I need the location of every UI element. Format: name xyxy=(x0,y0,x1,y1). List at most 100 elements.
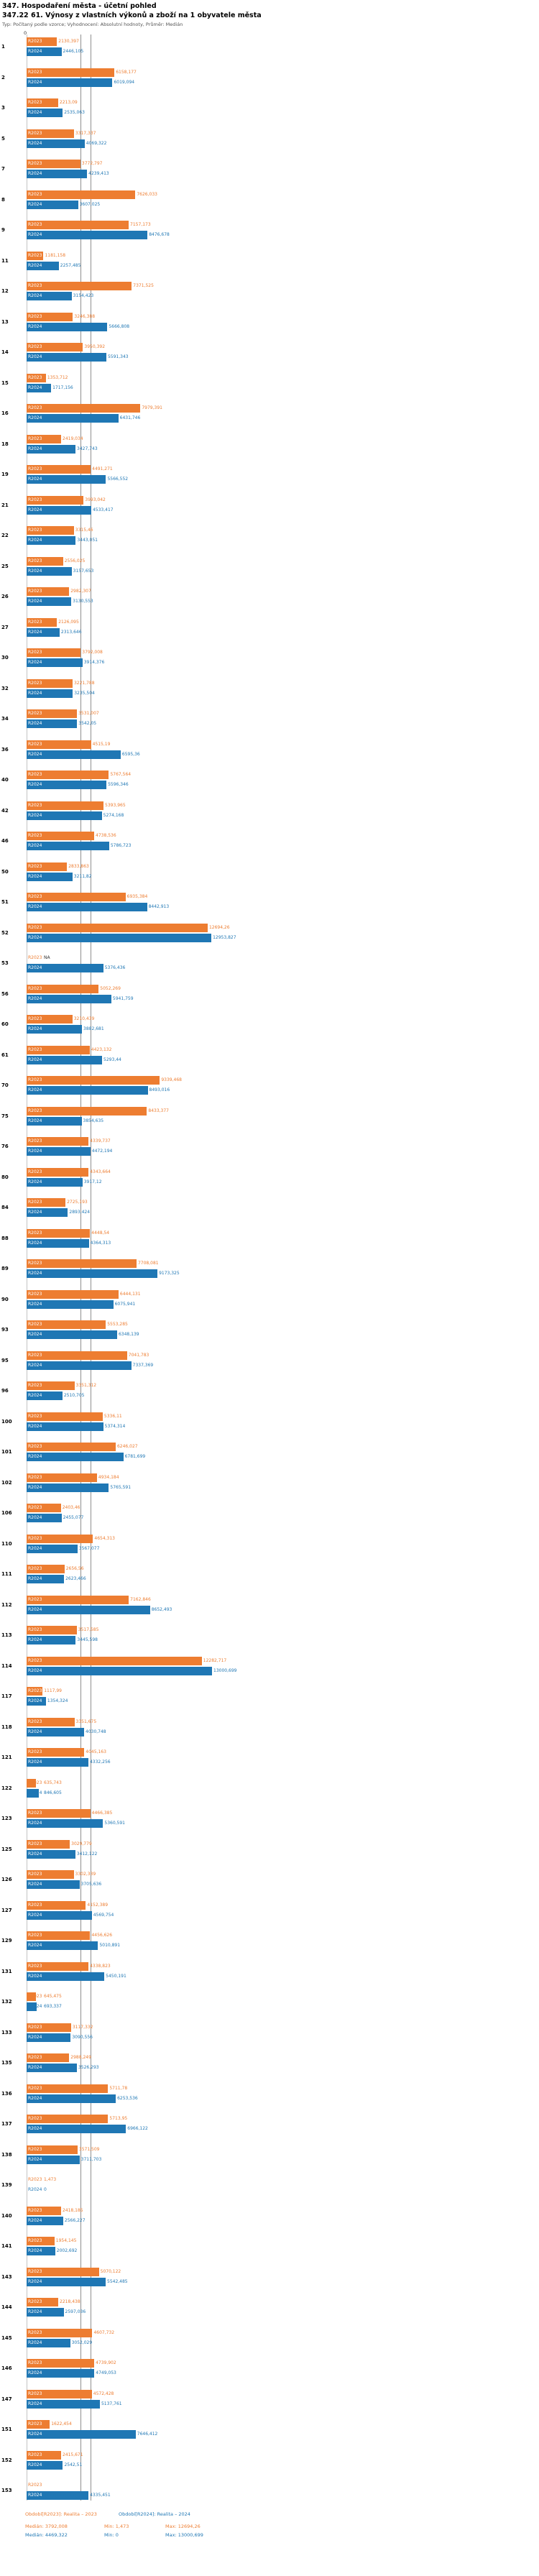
bar-2023[interactable] xyxy=(27,1717,75,1726)
bar-2023[interactable] xyxy=(27,1961,89,1971)
bar-2024[interactable] xyxy=(27,2369,95,2378)
bar-2024[interactable] xyxy=(27,1116,82,1126)
bar-2023[interactable] xyxy=(27,2298,59,2306)
bar-2024[interactable] xyxy=(27,2277,106,2286)
bar-2023[interactable] xyxy=(27,1381,75,1390)
bar-2024[interactable] xyxy=(27,1727,84,1736)
bar-2024[interactable] xyxy=(27,689,73,698)
bar-2024[interactable] xyxy=(27,750,121,759)
bar-2024[interactable] xyxy=(27,1514,62,1522)
bar-2023[interactable] xyxy=(27,1015,73,1024)
bar-2024[interactable] xyxy=(27,322,108,331)
bar-2023[interactable] xyxy=(27,1320,106,1329)
bar-2024[interactable] xyxy=(27,1819,103,1828)
bar-2024[interactable] xyxy=(27,353,106,362)
bar-2024[interactable] xyxy=(27,1758,88,1767)
bar-2024[interactable] xyxy=(27,658,83,667)
bar-2023[interactable] xyxy=(27,984,99,993)
bar-2024[interactable] xyxy=(27,1177,83,1187)
bar-2024[interactable] xyxy=(27,2338,70,2347)
bar-2023[interactable] xyxy=(27,2420,50,2429)
bar-2024[interactable] xyxy=(27,1788,39,1798)
bar-2023[interactable] xyxy=(27,1809,91,1818)
bar-2023[interactable] xyxy=(27,98,58,107)
bar-2024[interactable] xyxy=(27,1392,63,1400)
bar-2023[interactable] xyxy=(27,2115,109,2123)
bar-2023[interactable] xyxy=(27,343,83,351)
bar-2023[interactable] xyxy=(27,1900,86,1910)
bar-2024[interactable] xyxy=(27,781,107,789)
bar-2023[interactable] xyxy=(27,1259,137,1268)
bar-2024[interactable] xyxy=(27,2094,116,2103)
bar-2023[interactable] xyxy=(27,404,141,413)
bar-2023[interactable] xyxy=(27,2450,61,2460)
bar-2024[interactable] xyxy=(27,231,148,239)
bar-2024[interactable] xyxy=(27,2247,55,2255)
bar-2024[interactable] xyxy=(27,109,63,117)
bar-2023[interactable] xyxy=(27,2267,99,2276)
bar-2023[interactable] xyxy=(27,495,84,505)
bar-2023[interactable] xyxy=(27,2328,93,2337)
bar-2023[interactable] xyxy=(27,1076,160,1085)
bar-2024[interactable] xyxy=(27,964,103,972)
bar-2023[interactable] xyxy=(27,2237,55,2245)
bar-2023[interactable] xyxy=(27,68,115,77)
bar-2023[interactable] xyxy=(27,893,126,901)
bar-2024[interactable] xyxy=(27,1453,124,1461)
bar-2024[interactable] xyxy=(27,1483,109,1492)
bar-2024[interactable] xyxy=(27,170,88,178)
bar-2024[interactable] xyxy=(27,383,52,392)
bar-2023[interactable] xyxy=(27,1412,103,1421)
bar-2023[interactable] xyxy=(27,1167,89,1177)
bar-2024[interactable] xyxy=(27,1422,103,1431)
bar-2023[interactable] xyxy=(27,1748,85,1757)
bar-2024[interactable] xyxy=(27,1025,83,1034)
bar-2024[interactable] xyxy=(27,139,85,148)
bar-2023[interactable] xyxy=(27,2145,78,2154)
bar-2023[interactable] xyxy=(27,1137,89,1146)
bar-2024[interactable] xyxy=(27,1941,98,1950)
bar-2024[interactable] xyxy=(27,200,78,209)
bar-2024[interactable] xyxy=(27,1972,105,1981)
bar-2023[interactable] xyxy=(27,1228,91,1238)
bar-2023[interactable] xyxy=(27,1656,202,1665)
bar-2023[interactable] xyxy=(27,862,68,871)
bar-2024[interactable] xyxy=(27,1086,148,1095)
bar-2023[interactable] xyxy=(27,1106,147,1116)
bar-2024[interactable] xyxy=(27,1238,89,1248)
bar-2023[interactable] xyxy=(27,37,57,46)
bar-2023[interactable] xyxy=(27,740,91,749)
bar-2023[interactable] xyxy=(27,1595,129,1604)
bar-2024[interactable] xyxy=(27,1330,117,1339)
bar-2023[interactable] xyxy=(27,1565,65,1573)
bar-2023[interactable] xyxy=(27,1443,116,1451)
bar-2024[interactable] xyxy=(27,2002,37,2011)
bar-2024[interactable] xyxy=(27,1849,75,1859)
bar-2024[interactable] xyxy=(27,78,113,87)
bar-2023[interactable] xyxy=(27,190,136,199)
bar-2023[interactable] xyxy=(27,2023,71,2032)
bar-2023[interactable] xyxy=(27,923,208,932)
bar-2023[interactable] xyxy=(27,1289,119,1299)
bar-2024[interactable] xyxy=(27,994,111,1003)
bar-2023[interactable] xyxy=(27,1534,93,1543)
bar-2023[interactable] xyxy=(27,160,80,168)
bar-2024[interactable] xyxy=(27,414,119,423)
bar-2023[interactable] xyxy=(27,1870,74,1879)
bar-2023[interactable] xyxy=(27,129,74,138)
bar-2023[interactable] xyxy=(27,2359,95,2368)
bar-2023[interactable] xyxy=(27,312,73,321)
bar-2024[interactable] xyxy=(27,1269,158,1278)
bar-2024[interactable] xyxy=(27,444,76,454)
bar-2024[interactable] xyxy=(27,292,72,300)
bar-2023[interactable] xyxy=(27,2389,92,2398)
bar-2023[interactable] xyxy=(27,434,61,443)
bar-2024[interactable] xyxy=(27,1544,78,1553)
bar-2024[interactable] xyxy=(27,842,109,850)
bar-2024[interactable] xyxy=(27,872,73,881)
bar-2023[interactable] xyxy=(27,617,57,627)
bar-2024[interactable] xyxy=(27,2491,89,2500)
bar-2023[interactable] xyxy=(27,770,109,779)
bar-2023[interactable] xyxy=(27,465,91,474)
bar-2023[interactable] xyxy=(27,2084,109,2093)
